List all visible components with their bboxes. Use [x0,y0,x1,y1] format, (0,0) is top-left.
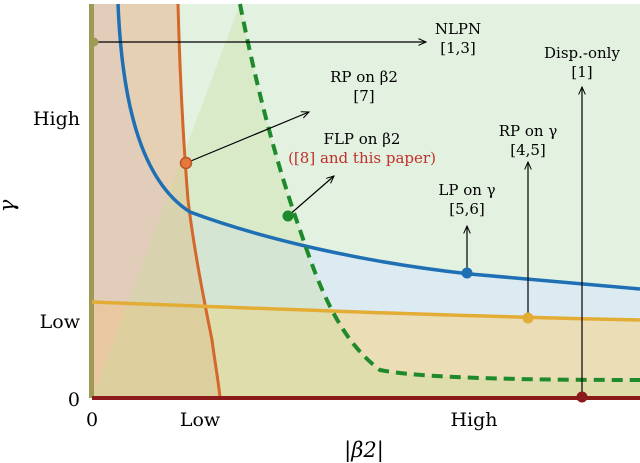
x-axis-label: |β2| [344,438,384,463]
flp-beta-dot [282,210,294,222]
disp-label: Disp.-only [544,44,620,62]
yellow-region [92,302,640,398]
blue-region [92,4,640,398]
disp-refs: [1] [571,63,592,81]
rp-beta-label: RP on β2 [330,68,398,86]
orange-boundary-curve [176,3,222,399]
rp-gamma-label: RP on γ [499,122,558,140]
y-tick-zero: 0 [68,389,80,411]
yellow-boundary-curve [91,300,640,322]
rp-beta-arrow [185,112,309,164]
rp-gamma-dot [522,312,534,324]
rp-beta-refs: [7] [353,87,374,105]
y-axis-label: γ [0,199,19,212]
bottom-axis-band [92,396,640,400]
left-axis-band [89,4,94,398]
lp-gamma-refs: [5,6] [449,200,485,218]
rp-beta-dot [179,156,193,170]
x-tick-zero: 0 [86,409,98,431]
flp-beta-arrow [287,176,334,217]
nlpn-refs: [1,3] [440,39,476,57]
blue-boundary-curve [116,3,640,291]
x-tick-high: High [450,409,497,431]
x-tick-low: Low [180,409,221,431]
disp-dot [576,391,588,403]
lp-gamma-dot [461,267,473,279]
flp-beta-refs: ([8] and this paper) [288,149,436,167]
y-tick-high: High [33,108,80,130]
nlpn-label: NLPN [435,20,481,38]
orange-region [92,4,220,398]
rp-gamma-refs: [4,5] [510,141,546,159]
green-dashed-region-fill [92,4,640,398]
y-tick-low: Low [40,311,81,333]
flp-beta-label: FLP on β2 [324,130,401,148]
nlpn-dot [89,37,99,47]
lp-gamma-label: LP on γ [438,181,495,199]
green-dashed-curve [238,3,640,382]
